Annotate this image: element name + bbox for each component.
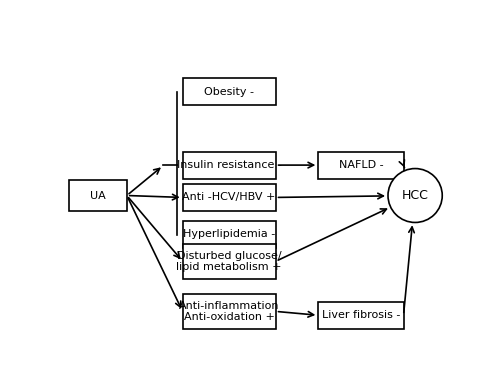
Text: Disturbed glucose/
lipid metabolism +: Disturbed glucose/ lipid metabolism + <box>176 251 282 272</box>
Text: Anti -HCV/HBV +: Anti -HCV/HBV + <box>182 192 276 203</box>
Text: Liver fibrosis -: Liver fibrosis - <box>322 310 400 320</box>
Text: NAFLD -: NAFLD - <box>338 160 383 170</box>
Bar <box>182 244 276 279</box>
Circle shape <box>388 169 442 223</box>
Bar <box>68 180 127 211</box>
Bar <box>182 152 276 178</box>
Bar <box>182 79 276 105</box>
Text: Insulin resistance -: Insulin resistance - <box>176 160 282 170</box>
Bar <box>182 294 276 329</box>
Text: Obesity -: Obesity - <box>204 87 254 97</box>
Text: Hyperlipidemia -: Hyperlipidemia - <box>183 229 275 239</box>
Text: Anti-inflammation
Anti-oxidation +: Anti-inflammation Anti-oxidation + <box>179 301 280 322</box>
Text: UA: UA <box>90 191 106 200</box>
Bar <box>182 221 276 248</box>
Bar <box>318 302 404 329</box>
Text: HCC: HCC <box>402 189 428 202</box>
Bar <box>318 152 404 178</box>
Bar <box>182 184 276 211</box>
